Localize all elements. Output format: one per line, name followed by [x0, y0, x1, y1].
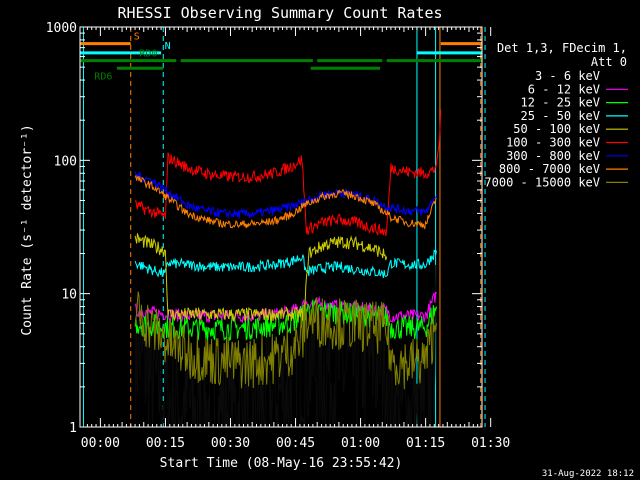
- status-label-s: S: [134, 32, 140, 43]
- vertical-markers: [82, 27, 486, 427]
- axes-group: 00:00 00:15 00:30 00:45 01:00 01:15 01:30 1 10 10…: [46, 21, 511, 451]
- series-7000-15000-kev: [134, 291, 437, 390]
- y-tick-label-100: 100: [54, 154, 77, 169]
- series-group: [134, 109, 442, 428]
- x-tick-label-01-30: 01:30: [471, 436, 510, 451]
- series-12-25-kev: [134, 299, 437, 342]
- series-300-800-kev: [134, 171, 437, 219]
- y-tick-label-1: 1: [69, 421, 77, 436]
- x-tick-label-00-00: 00:00: [81, 436, 120, 451]
- legend-label-3-6-kev: 3 - 6 keV: [535, 69, 600, 83]
- legend-label-800-7000-kev: 800 - 7000 keV: [499, 162, 600, 176]
- y-tick-label-10: 10: [61, 288, 77, 303]
- legend-label-6-12-kev: 6 - 12 keV: [528, 82, 600, 96]
- x-axis-label: Start Time (08-May-16 23:55:42): [160, 456, 403, 471]
- legend-label-300-800-kev: 300 - 800 keV: [506, 149, 600, 163]
- x-tick-label-00-15: 00:15: [146, 436, 185, 451]
- legend-header-line-1: Det 1,3, FDecim 1,: [497, 41, 627, 55]
- y-tick-label-1000: 1000: [46, 21, 77, 36]
- status-label-n: N: [165, 41, 171, 52]
- legend-label-7000-15000-kev: 7000 - 15000 keV: [484, 175, 600, 189]
- x-tick-label-01-15: 01:15: [406, 436, 445, 451]
- series-25-50-kev: [134, 249, 437, 279]
- series-3-6-kev: [134, 264, 437, 428]
- status-label-rd6: RD6: [94, 71, 112, 82]
- legend-header-line-2: Att 0: [591, 55, 627, 69]
- x-tick-label-01-00: 01:00: [341, 436, 380, 451]
- series-50-100-kev: [134, 232, 388, 322]
- y-axis-label: Count Rate (s⁻¹ detector⁻¹): [20, 124, 35, 335]
- plot-frame: [79, 26, 483, 428]
- chart-title: RHESSI Observing Summary Count Rates: [117, 4, 442, 22]
- status-label-rd0: RD0: [139, 49, 157, 60]
- legend-label-100-300-kev: 100 - 300 keV: [506, 136, 600, 150]
- legend-label-25-50-kev: 25 - 50 keV: [521, 109, 600, 123]
- status-bars: S N RD0 RD6: [80, 32, 482, 82]
- footer-date: 31-Aug-2022 18:12: [542, 469, 634, 479]
- series-800-7000-kev: [134, 174, 437, 230]
- x-tick-label-00-45: 00:45: [276, 436, 315, 451]
- x-tick-label-00-30: 00:30: [211, 436, 250, 451]
- legend-label-50-100-kev: 50 - 100 keV: [513, 122, 600, 136]
- series-100-300-kev: [134, 109, 442, 236]
- legend-label-12-25-kev: 12 - 25 keV: [521, 96, 600, 110]
